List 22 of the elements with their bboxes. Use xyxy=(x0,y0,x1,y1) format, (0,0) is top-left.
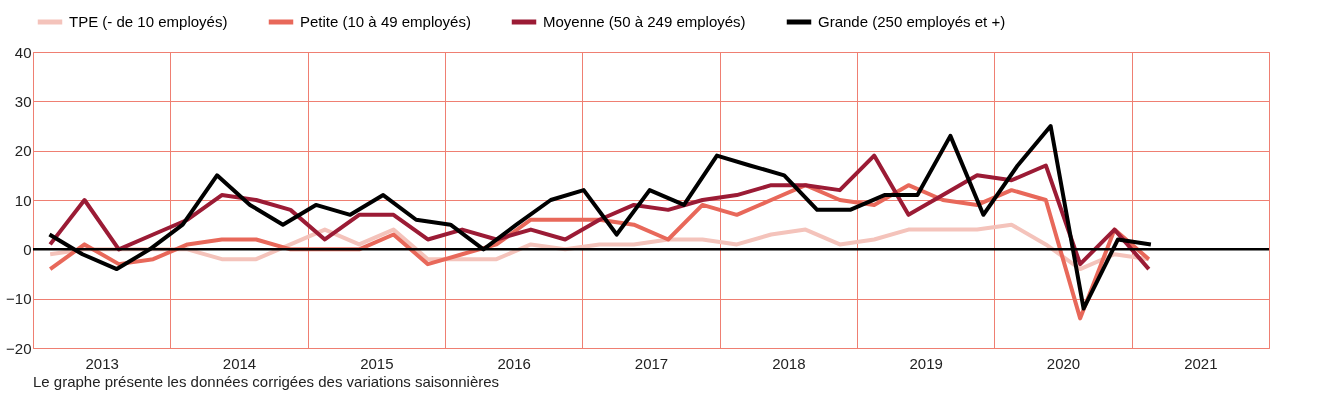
y-tick-label: 20 xyxy=(14,142,32,160)
text: Le graphe présente les données corrigées des variations saisonnières xyxy=(33,373,500,390)
x-tick-label: 2015 xyxy=(360,354,394,372)
line-series xyxy=(48,153,1151,272)
x-tick-label: 2021 xyxy=(1184,354,1218,372)
legend-label: Grande (250 employés et +) xyxy=(818,13,1006,30)
x-tick-label: 2017 xyxy=(634,354,669,372)
y-tick-label: −10 xyxy=(6,290,32,308)
y-tick-label: 30 xyxy=(14,92,32,110)
x-tick-label: 2013 xyxy=(85,354,119,372)
x-tick-label: 2014 xyxy=(222,354,257,372)
x-tick-label: 2019 xyxy=(909,354,943,372)
y-tick-label: 0 xyxy=(23,240,32,258)
x-tick-label: 2018 xyxy=(772,354,806,372)
x-tick-label: 2020 xyxy=(1046,354,1081,372)
x-tick-label: 2016 xyxy=(497,354,531,372)
y-tick-label: 10 xyxy=(14,191,32,209)
legend-label: Moyenne (50 à 249 employés) xyxy=(543,13,746,30)
legend-label: Petite (10 à 49 employés) xyxy=(300,13,471,30)
y-tick-label: 40 xyxy=(14,43,32,61)
y-tick-label: −20 xyxy=(6,339,32,357)
legend-label: TPE (- de 10 employés) xyxy=(69,13,228,30)
